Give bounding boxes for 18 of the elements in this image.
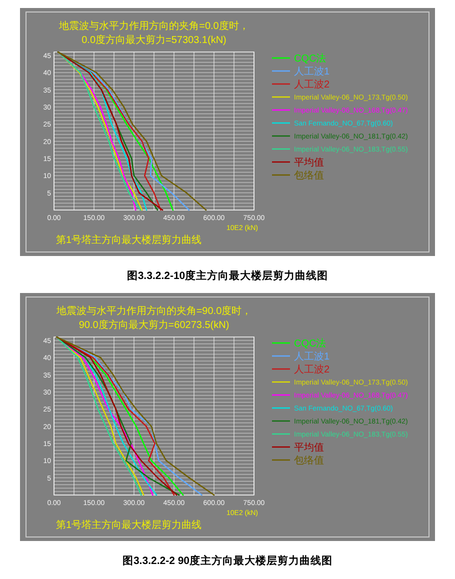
title: 地震波与水平力作用方向的夹角=90.0度时， <box>56 306 252 317</box>
caption: 图3.3.2.2-2 90度主方向最大楼层剪力曲线图 <box>122 555 333 567</box>
legend-label: 包络值 <box>294 454 324 466</box>
legend-label: 人工波1 <box>294 66 330 78</box>
legend-label: 人工波2 <box>294 78 330 90</box>
legend-label: CQC法 <box>294 338 326 350</box>
annotation: 第1号塔主方向最大楼层剪力曲线 <box>56 235 202 246</box>
subtitle: 90.0度方向最大剪力=60273.5(kN) <box>78 320 230 331</box>
caption: 图3.3.2.2-10度主方向最大楼层剪力曲线图 <box>126 270 328 282</box>
legend-label: 人工波2 <box>294 364 330 376</box>
title: 地震波与水平力作用方向的夹角=0.0度时， <box>59 21 249 32</box>
legend-label: 平均值 <box>294 156 324 168</box>
legend-label: 人工波1 <box>294 350 330 362</box>
subtitle: 0.0度方向最大剪力=57303.1(kN) <box>82 35 226 46</box>
legend-label: CQC法 <box>294 52 326 64</box>
legend-label: 包络值 <box>294 170 324 182</box>
legend-label: 平均值 <box>294 442 324 454</box>
annotation: 第1号塔主方向最大楼层剪力曲线 <box>56 520 202 531</box>
